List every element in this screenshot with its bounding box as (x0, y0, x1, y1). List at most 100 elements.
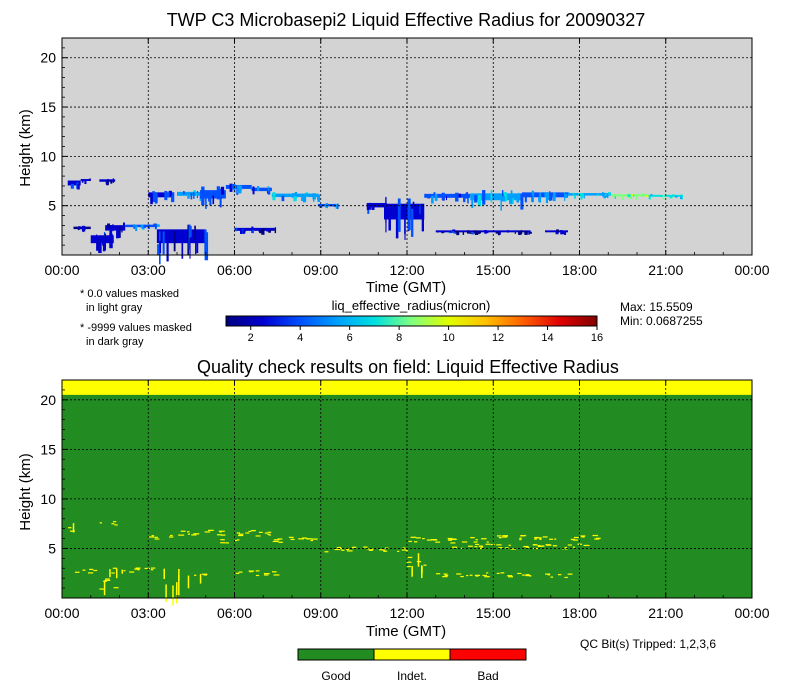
indeterminate-pixel (382, 549, 386, 551)
cloud-pixel (501, 196, 506, 202)
indeterminate-pixel (168, 536, 174, 538)
indeterminate-pixel (417, 553, 420, 567)
indeterminate-pixel (74, 571, 80, 573)
indeterminate-pixel (408, 540, 412, 543)
cloud-pixel (545, 192, 548, 204)
cloud-feature (611, 192, 650, 201)
indeterminate-pixel (169, 534, 173, 537)
indeterminate-pixel (271, 571, 277, 573)
cloud-pixel (672, 194, 675, 196)
indeterminate-pixel (267, 531, 272, 533)
cloud-pixel (238, 185, 242, 194)
indeterminate-pixel (486, 572, 489, 574)
indeterminate-pixel (298, 538, 305, 540)
cloud-pixel (478, 231, 482, 234)
cloud-pixel (441, 192, 445, 200)
colorbar-tick-label: 16 (591, 332, 603, 344)
indeterminate-pixel (72, 523, 75, 533)
cloud-pixel (560, 230, 563, 235)
cloud-pixel (164, 190, 168, 201)
cloud-pixel (294, 191, 298, 199)
indeterminate-pixel (178, 575, 180, 596)
indeterminate-pixel (564, 576, 568, 579)
indeterminate-pixel (421, 565, 423, 579)
indeterminate-pixel (368, 549, 372, 551)
cloud-pixel (596, 194, 599, 196)
cloud-pixel (528, 231, 532, 234)
cloud-pixel (195, 233, 197, 255)
indeterminate-pixel (203, 574, 208, 576)
cloud-pixel (431, 195, 434, 204)
indeterminate-pixel (340, 548, 343, 550)
cloud-pixel (453, 232, 457, 234)
indeterminate-pixel (498, 537, 502, 539)
cloud-pixel (463, 196, 466, 203)
indeterminate-pixel (407, 565, 411, 568)
legend-label: Bad (477, 669, 498, 683)
y-tick-label: 15 (40, 99, 56, 115)
cloud-pixel (171, 192, 175, 203)
cloud-pixel (291, 194, 294, 198)
indeterminate-pixel (469, 574, 473, 576)
indeterminate-pixel (508, 544, 511, 546)
cloud-pixel (482, 189, 486, 205)
indeterminate-pixel (87, 572, 94, 574)
cloud-pixel (614, 196, 616, 200)
mask-note-dark: * -9999 values masked (80, 322, 192, 334)
cloud-pixel (122, 222, 125, 230)
indeterminate-pixel (175, 586, 178, 603)
cloud-feature (384, 196, 425, 241)
x-tick-label: 21:00 (648, 262, 683, 278)
cloud-pixel (173, 231, 176, 252)
cloud-pixel (110, 180, 113, 184)
indeterminate-pixel (290, 538, 295, 541)
cloud-feature (251, 185, 272, 195)
qc-panel: Quality check results on field: Liquid E… (17, 357, 770, 683)
indeterminate-pixel (573, 536, 579, 539)
indeterminate-pixel (217, 534, 222, 536)
cloud-pixel (312, 194, 315, 202)
y-tick-label: 10 (40, 148, 56, 164)
cloud-core (105, 225, 126, 231)
x-tick-label: 15:00 (476, 262, 511, 278)
indeterminate-pixel (450, 542, 456, 544)
cloud-pixel (524, 230, 528, 235)
indeterminate-pixel (187, 575, 190, 589)
indeterminate-pixel (498, 547, 503, 549)
cloud-pixel (106, 179, 109, 186)
indeterminate-pixel (238, 571, 243, 573)
indeterminate-pixel (508, 576, 513, 578)
indeterminate-pixel (426, 539, 433, 541)
indeterminate-pixel (204, 531, 211, 533)
cloud-pixel (476, 232, 480, 235)
cloud-pixel (441, 231, 444, 234)
indeterminate-pixel (245, 532, 250, 534)
effective-radius-panel: TWP C3 Microbasepi2 Liquid Effective Rad… (17, 10, 770, 348)
cloud-pixel (580, 192, 584, 198)
cloud-pixel (477, 194, 482, 207)
cloud-feature (522, 190, 568, 204)
indeterminate-pixel (334, 548, 341, 551)
cloud-pixel (166, 236, 169, 262)
indeterminate-pixel (172, 585, 174, 606)
indeterminate-pixel (144, 567, 151, 570)
indeterminate-pixel (277, 538, 283, 540)
cloud-pixel (154, 193, 158, 204)
cloud-pixel (153, 223, 156, 227)
cloud-pixel (635, 194, 638, 200)
cloud-feature (435, 229, 532, 236)
cloud-pixel (233, 183, 236, 193)
y-tick-label: 20 (40, 50, 56, 66)
indeterminate-pixel (258, 531, 263, 533)
indeterminate-pixel (235, 572, 240, 574)
cloud-pixel (495, 231, 499, 234)
cloud-pixel (520, 230, 523, 235)
indeterminate-pixel (523, 545, 529, 548)
indeterminate-pixel (272, 540, 279, 543)
cloud-core (424, 193, 471, 198)
legend-swatch-good (297, 648, 375, 661)
indeterminate-pixel (545, 573, 550, 575)
indeterminate-pixel (542, 536, 548, 538)
cloud-pixel (118, 225, 121, 238)
qc-x-axis-label: Time (GMT) (366, 623, 446, 640)
